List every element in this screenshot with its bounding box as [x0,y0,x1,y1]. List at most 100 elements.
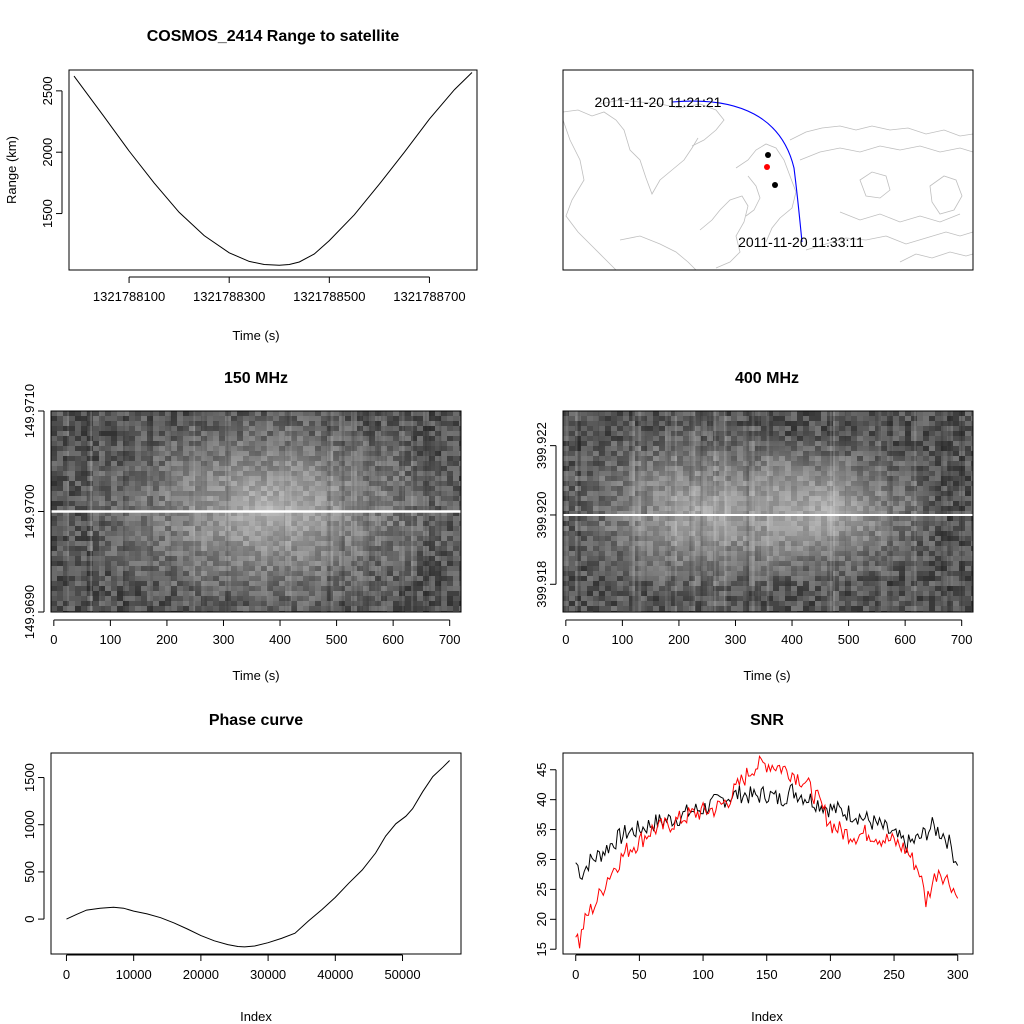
spec400-noise-cell [965,446,971,451]
spec150-noise-cell [453,581,459,586]
spec150-noise-cell [57,541,63,546]
spec400-noise-cell [923,441,929,446]
spec150-noise-cell [57,476,63,481]
spec400-noise-cell [953,436,959,441]
spec150-noise-cell [459,431,461,436]
spec400-noise-cell [779,416,785,421]
spec400-noise-cell [965,436,971,441]
spec150-noise-cell [105,436,111,441]
spec400-noise-cell [965,466,971,471]
spec150-noise-cell [69,441,75,446]
spec150-noise-cell [435,441,441,446]
spec150-noise-cell [75,556,81,561]
spec150-noise-cell [459,426,461,431]
spec150-noise-cell [51,546,57,551]
spec150-noise-cell [129,596,135,601]
spec150-noise-cell [81,446,87,451]
spec400-noise-cell [785,411,791,416]
track-end-label: 2011-11-20 11:33:11 [738,234,864,250]
spec400-noise-cell [917,441,923,446]
spec400-noise-cell [935,456,941,461]
spec150-noise-cell [417,416,423,421]
spec150-noise-cell [63,411,69,416]
spec150-noise-cell [105,596,111,601]
spec150-noise-cell [453,596,459,601]
satellite-track [671,100,803,243]
spec150-noise-cell [69,486,75,491]
spec400-noise-cell [881,426,887,431]
spec150-noise-cell [69,491,75,496]
spec400-noise-cell [809,421,815,426]
spec150-noise-cell [411,416,417,421]
spec400-noise-cell [677,411,683,416]
spec150-noise-cell [69,541,75,546]
spec150-noise-cell [51,551,57,556]
spec400-noise-cell [953,441,959,446]
spec150-noise-cell [447,426,453,431]
spec400-noise-cell [917,431,923,436]
spec150-noise-cell [69,421,75,426]
spec400-noise-cell [647,416,653,421]
spec150-noise-cell [57,486,63,491]
spec400-noise-cell [935,461,941,466]
spec400-noise-cell [611,411,617,416]
spec150-noise-cell [111,416,117,421]
spec150-noise-cell [57,446,63,451]
spec150-noise-cell [81,416,87,421]
spec150-noise-cell [51,516,57,521]
spec400-noise-cell [569,426,575,431]
spec150-noise-cell [57,466,63,471]
spec400-noise-cell [953,516,959,521]
spec150-noise-cell [57,456,63,461]
spec400-noise-cell [581,411,587,416]
spec150-noise-cell [57,516,63,521]
spec150-noise-cell [93,421,99,426]
spec150-noise-cell [51,496,57,501]
spec400-noise-cell [965,441,971,446]
spec150-noise-cell [453,411,459,416]
spec400-noise-cell [953,501,959,506]
spec150-noise-cell [387,606,393,611]
spec400-noise-cell [617,416,623,421]
spec400-noise-cell [791,411,797,416]
spec400-noise-cell [929,426,935,431]
spec150-noise-cell [63,496,69,501]
spec150-noise-cell [81,596,87,601]
spec150-noise-cell [117,601,123,606]
spec400-noise-cell [917,421,923,426]
spec150-noise-cell [459,411,461,416]
spec150-noise-cell [453,561,459,566]
spec150-noise-cell [441,421,447,426]
spec400-noise-cell [581,431,587,436]
spec150-noise-cell [159,411,165,416]
spec150-noise-cell [51,561,57,566]
spec150-noise-cell [117,426,123,431]
spec150-noise-cell [81,586,87,591]
spec150-noise-cell [75,571,81,576]
spec150-noise-cell [69,471,75,476]
spec150-noise-cell [129,416,135,421]
spec150-noise-cell [69,601,75,606]
spec150-noise-cell [99,416,105,421]
spec400-noise-cell [965,456,971,461]
spec150-noise-cell [393,411,399,416]
spec150-noise-cell [75,451,81,456]
spec150-noise-cell [453,421,459,426]
spec400-noise-cell [923,446,929,451]
spec150-noise-cell [387,416,393,421]
spec400-noise-cell [863,416,869,421]
spec150-noise-cell [165,411,171,416]
spec150-noise-cell [63,491,69,496]
spec400-noise-cell [965,536,971,541]
spec400-noise-cell [953,506,959,511]
spec400-noise-cell [953,416,959,421]
spec150-noise-cell [105,586,111,591]
spec150-noise-cell [111,586,117,591]
spec400-noise-cell [965,416,971,421]
spec150-noise-cell [93,426,99,431]
spec150-noise-cell [135,601,141,606]
spec150-noise-cell [51,466,57,471]
spec150-noise-cell [81,571,87,576]
spec150-noise-cell [393,606,399,611]
spec150-noise-cell [51,446,57,451]
